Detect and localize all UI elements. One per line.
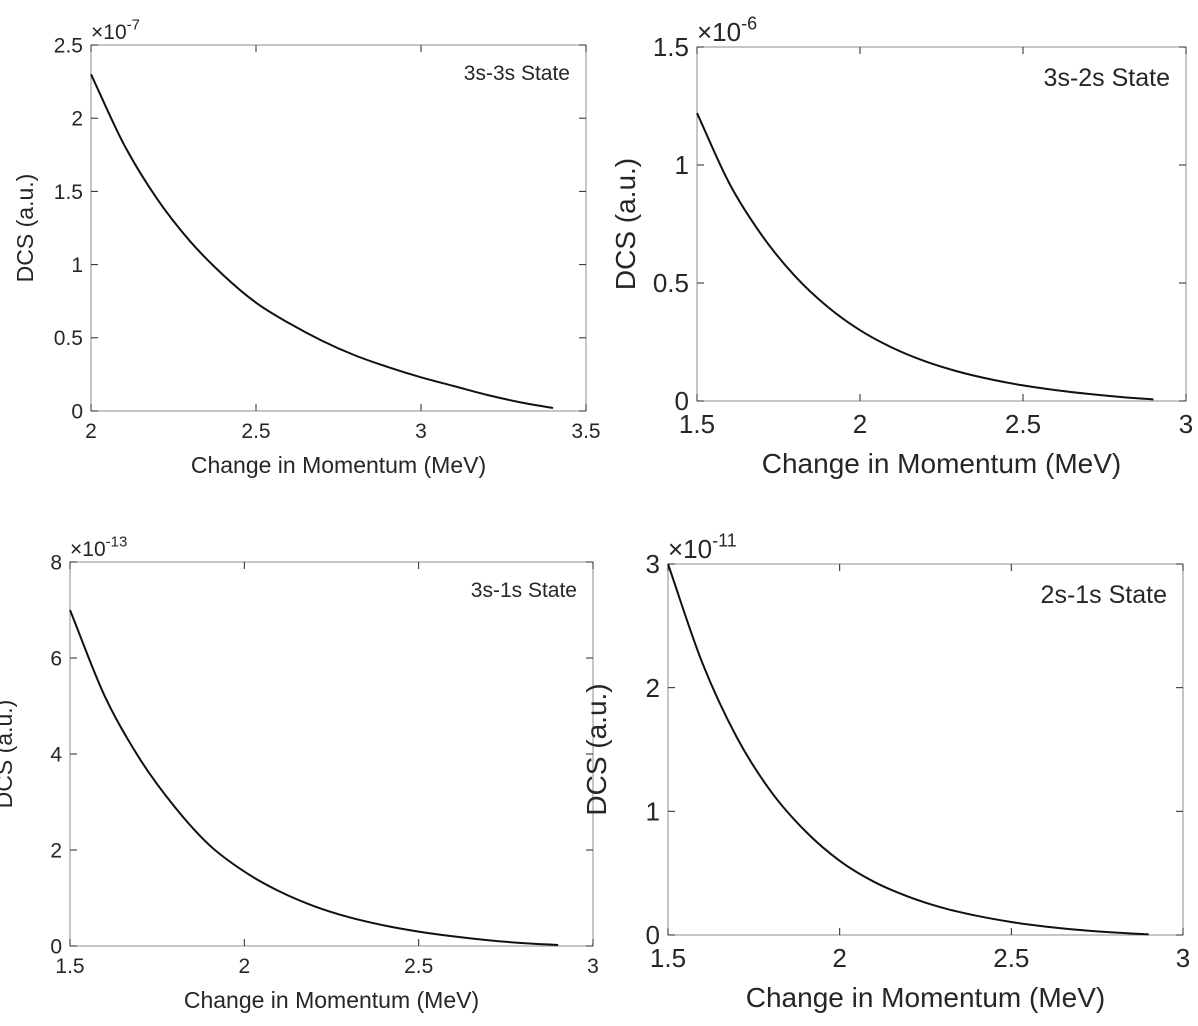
x-tick-label: 2: [85, 420, 97, 443]
x-tick-label: 3: [587, 955, 599, 978]
x-tick-label: 2.5: [1005, 409, 1041, 439]
y-tick-label: 1: [646, 796, 660, 826]
x-axis-label: Change in Momentum (MeV): [191, 452, 486, 478]
y-exponent-label: ×10-13: [70, 534, 127, 561]
x-axis-label: Change in Momentum (MeV): [746, 982, 1105, 1013]
x-axis-label: Change in Momentum (MeV): [762, 448, 1121, 479]
y-tick-label: 0: [646, 920, 660, 950]
series-line-1: [696, 112, 1154, 401]
x-tick-label: 2.5: [993, 943, 1029, 973]
y-tick-label: 6: [50, 647, 62, 670]
panel-2: 1.5 2 2.5 3 0 0.5 1 1.5 ×10-6 Change in Momentum …: [610, 13, 1193, 479]
axes-box: [69, 561, 594, 947]
y-tick-label: 2: [71, 108, 83, 131]
state-annotation: 3s-3s State: [464, 62, 570, 85]
x-tick-label: 3: [1179, 409, 1193, 439]
y-tick-label: 2.5: [54, 34, 83, 57]
y-tick-label: 0: [675, 386, 689, 416]
y-tick-label: 2: [646, 673, 660, 703]
x-tick-label: 2.5: [404, 955, 433, 978]
x-tick-label: 3: [1176, 943, 1190, 973]
y-exponent-value: -6: [741, 13, 757, 33]
series-line-1: [69, 609, 559, 947]
panel-4: 1.5 2 2.5 3 0 1 2 3 ×10-11 Change in Momentum (Me…: [581, 530, 1190, 1013]
y-tick-label: 8: [50, 551, 62, 574]
axes-box: [90, 44, 587, 412]
x-tick-label: 2: [853, 409, 867, 439]
x-tick-label: 1.5: [55, 955, 84, 978]
y-tick-label: 2: [50, 839, 62, 862]
series-line-1: [667, 563, 1149, 936]
y-tick-label: 1.5: [653, 32, 689, 62]
x-tick-label: 2: [832, 943, 846, 973]
y-tick-label: 1: [675, 150, 689, 180]
y-exponent-label: ×10-7: [91, 17, 140, 44]
y-exponent-value: -13: [106, 534, 128, 551]
state-annotation: 2s-1s State: [1041, 581, 1167, 609]
y-tick-label: 1.5: [54, 181, 83, 204]
y-tick-label: 4: [50, 743, 62, 766]
y-tick-label: 0: [71, 400, 83, 423]
x-tick-label: 1.5: [650, 943, 686, 973]
x-tick-label: 2: [238, 955, 250, 978]
x-axis-label: Change in Momentum (MeV): [184, 987, 479, 1013]
y-tick-label: 1: [71, 254, 83, 277]
y-tick-label: 0: [50, 935, 62, 958]
axes-box: [696, 46, 1187, 402]
state-annotation: 3s-2s State: [1044, 64, 1170, 92]
series-line-1: [90, 73, 554, 410]
y-tick-label: 0.5: [54, 327, 83, 350]
y-axis-label: DCS (a.u.): [610, 158, 641, 290]
y-exponent-value: -11: [712, 530, 737, 550]
y-tick-label: 3: [646, 549, 660, 579]
x-tick-label: 3.5: [571, 420, 600, 443]
panel-3: 1.5 2 2.5 3 0 2 4 6 8 ×10-13 Change in Momentum (M…: [0, 534, 599, 1013]
axes-box: [667, 563, 1184, 936]
x-tick-label: 2.5: [241, 420, 270, 443]
x-tick-label: 3: [415, 420, 427, 443]
y-axis-label: DCS (a.u.): [12, 174, 38, 283]
y-axis-label: DCS (a.u.): [581, 683, 612, 815]
y-tick-label: 0.5: [653, 268, 689, 298]
y-exponent-label: ×10-11: [668, 530, 737, 564]
y-axis-label: DCS (a.u.): [0, 700, 17, 809]
state-annotation: 3s-1s State: [471, 579, 577, 602]
y-exponent-value: -7: [127, 17, 140, 34]
panel-1: 2 2.5 3 3.5 0 0.5 1 1.5 2 2.5 ×10-7 Change in Momen…: [12, 17, 601, 478]
x-tick-label: 1.5: [679, 409, 715, 439]
y-exponent-label: ×10-6: [697, 13, 757, 47]
